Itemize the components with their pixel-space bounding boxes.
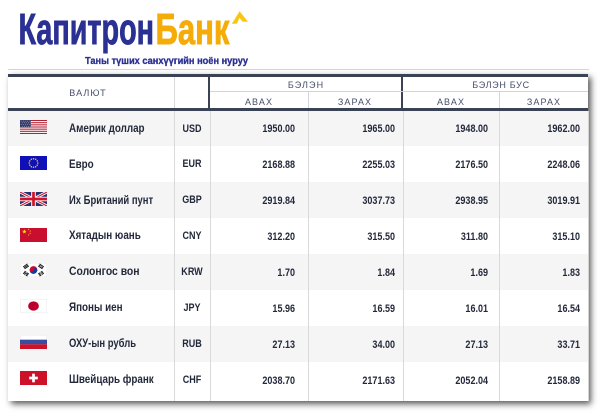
svg-text:Таны түших санхүүгийн ноён нур: Таны түших санхүүгийн ноён нуруу <box>85 55 248 67</box>
svg-text:Банк: Банк <box>156 5 231 54</box>
svg-text:Капитрон: Капитрон <box>19 5 155 54</box>
